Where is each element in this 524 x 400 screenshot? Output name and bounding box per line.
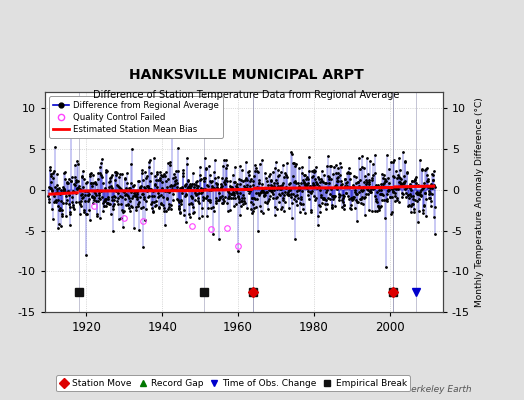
Text: HANKSVILLE MUNICIPAL ARPT: HANKSVILLE MUNICIPAL ARPT (129, 68, 364, 82)
Text: Difference of Station Temperature Data from Regional Average: Difference of Station Temperature Data f… (93, 90, 399, 100)
Y-axis label: Monthly Temperature Anomaly Difference (°C): Monthly Temperature Anomaly Difference (… (475, 97, 484, 307)
Legend: Difference from Regional Average, Quality Control Failed, Estimated Station Mean: Difference from Regional Average, Qualit… (49, 96, 223, 138)
Legend: Station Move, Record Gap, Time of Obs. Change, Empirical Break: Station Move, Record Gap, Time of Obs. C… (56, 375, 410, 392)
Text: Berkeley Earth: Berkeley Earth (405, 385, 472, 394)
